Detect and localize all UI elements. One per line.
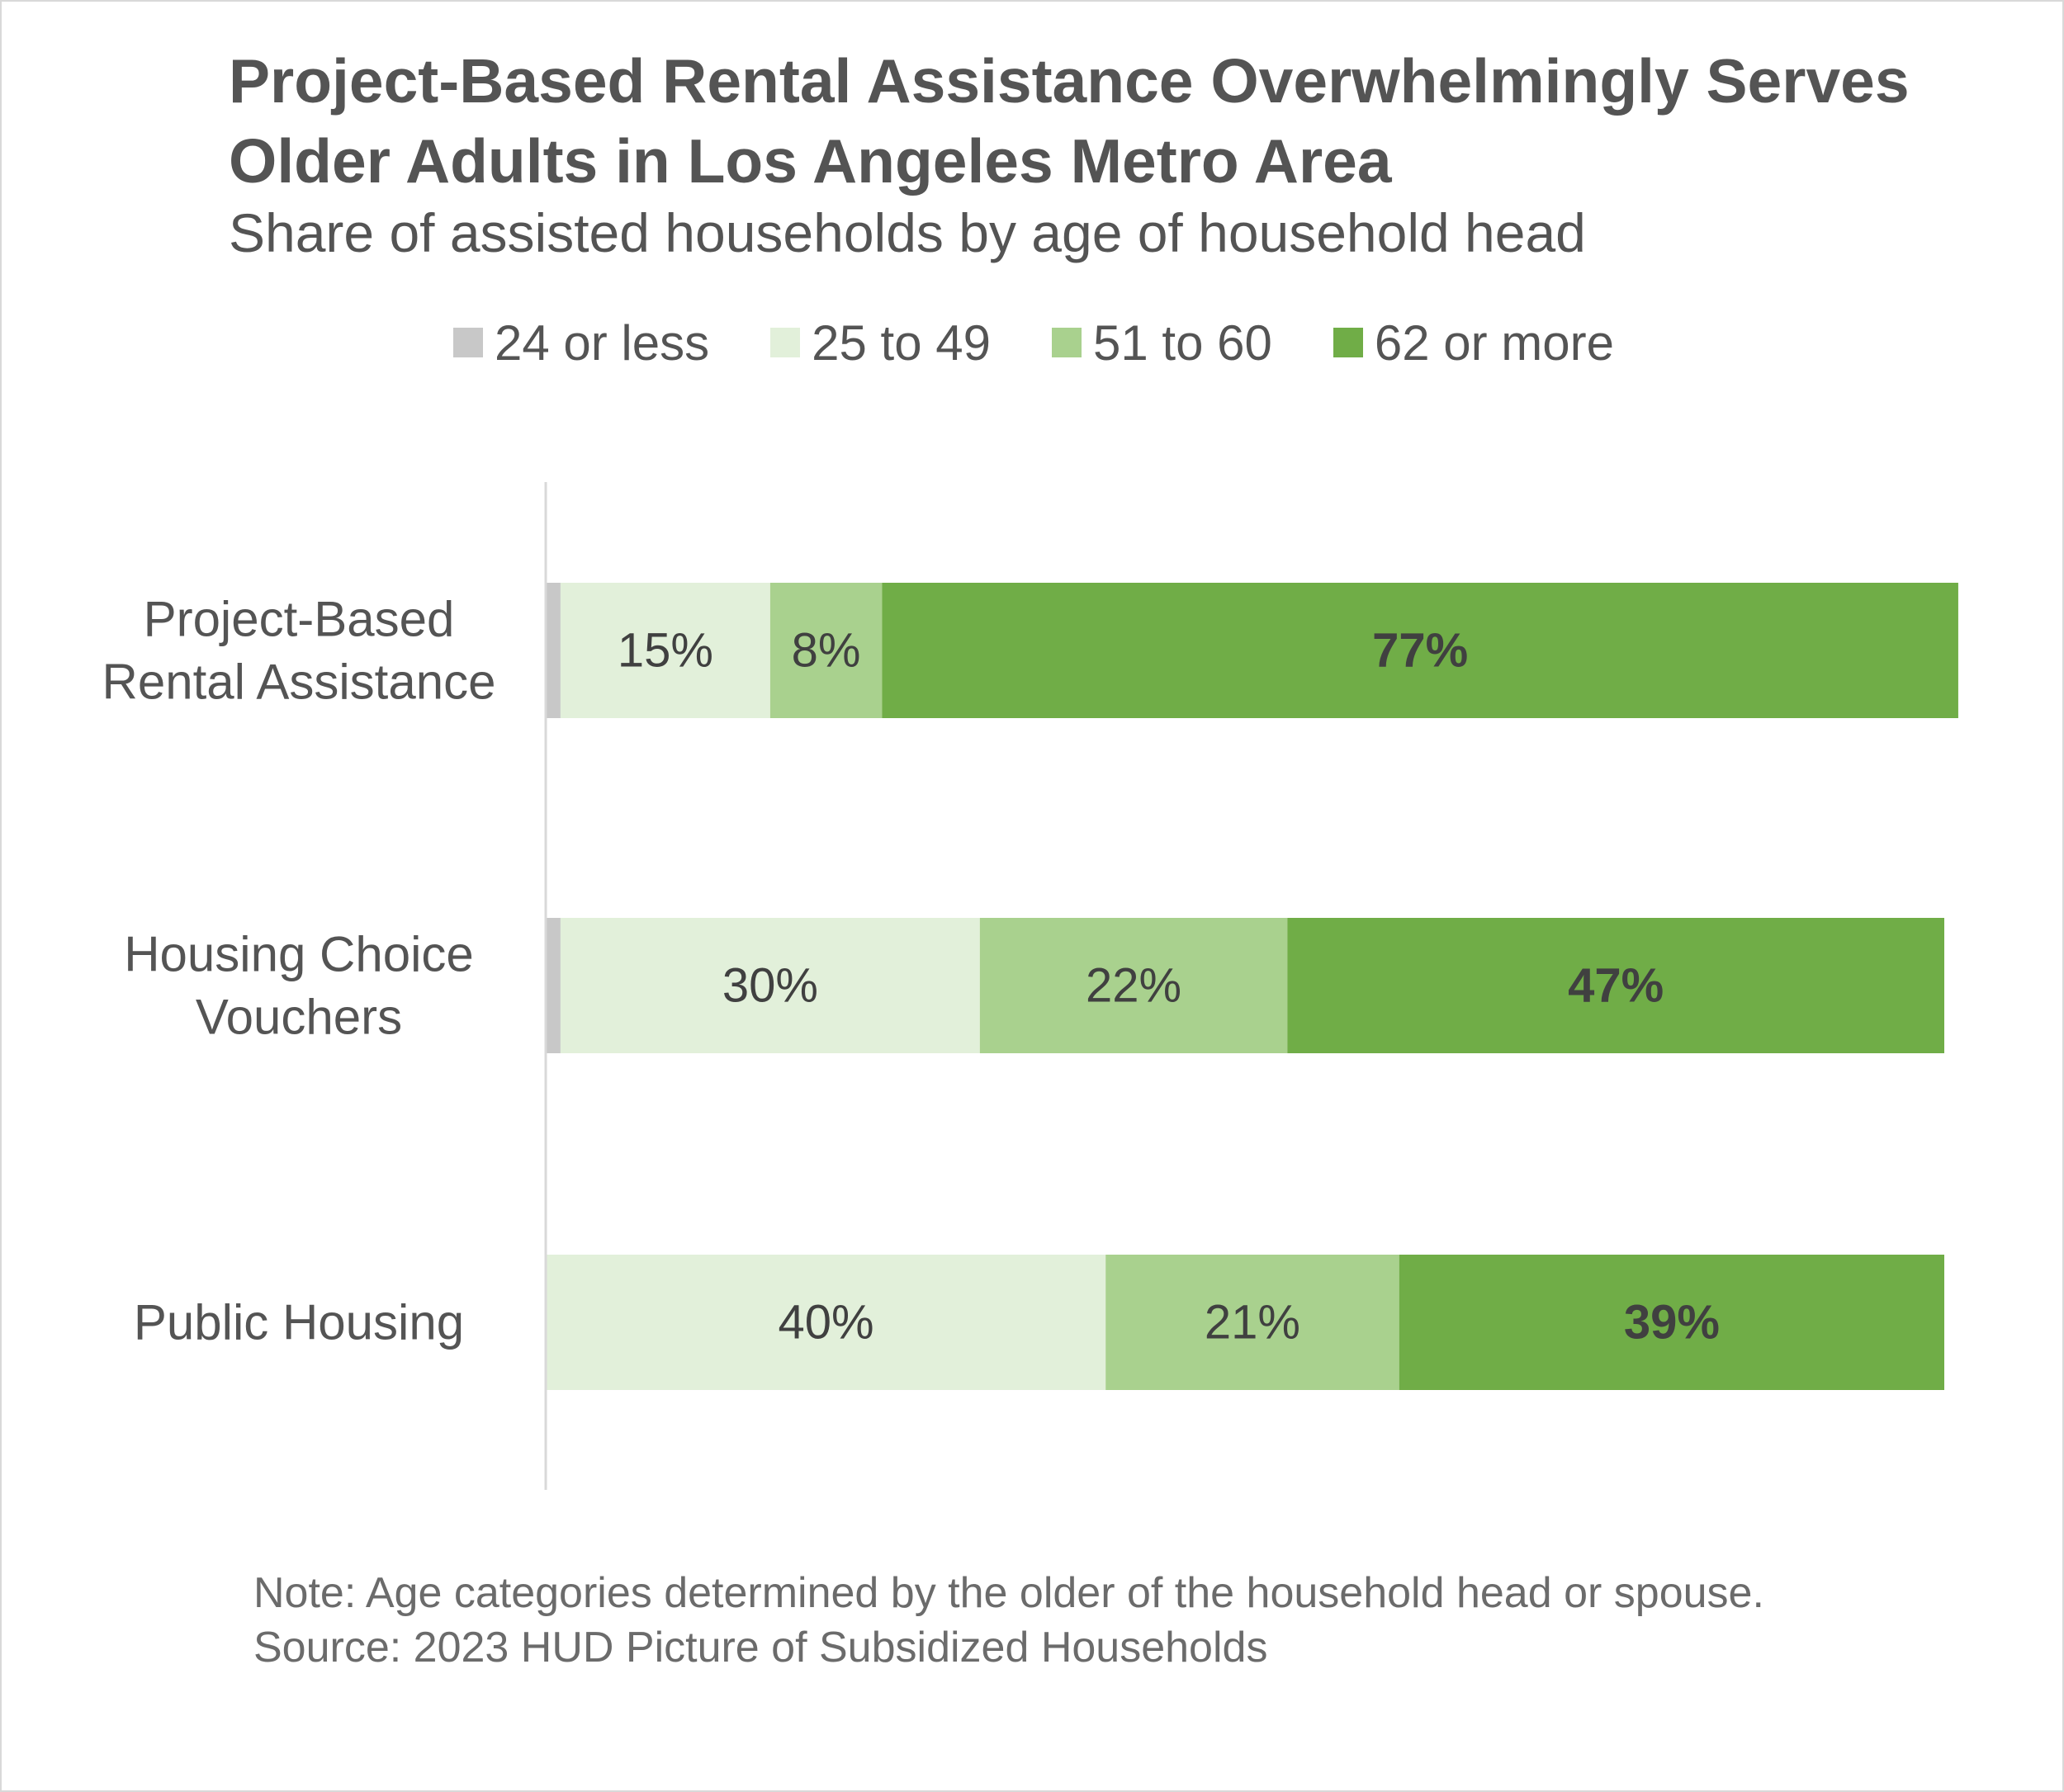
legend-label: 62 or more [1374, 314, 1614, 371]
legend-label: 25 to 49 [812, 314, 991, 371]
data-label: 15% [618, 624, 713, 678]
chart-title: Project-Based Rental Assistance Overwhel… [229, 46, 1910, 196]
legend-label: 51 to 60 [1093, 314, 1272, 371]
data-label: 8% [792, 624, 861, 678]
data-label: 47% [1568, 959, 1664, 1013]
chart-subtitle: Share of assisted households by age of h… [229, 202, 1586, 263]
stacked-bar-chart: 15% 8% 77% Project-Based Rental Assistance 30… [102, 482, 1958, 1490]
bar-segment-housing-choice-vouchers-62-or-more [1287, 918, 1944, 1053]
legend-swatch [770, 328, 801, 357]
category-label-line: Rental Assistance [102, 655, 496, 710]
chart-footnote: Note: Age categories determined by the o… [253, 1566, 1822, 1675]
legend-label: 24 or less [495, 314, 710, 371]
legend-swatch [1052, 328, 1082, 357]
bar-segment-housing-choice-vouchers-25-to-49 [560, 918, 980, 1053]
legend-item-25-to-49: 25 to 49 [770, 314, 991, 371]
data-label: 77% [1372, 624, 1468, 678]
legend-swatch [453, 328, 483, 357]
legend-swatch [1333, 328, 1363, 357]
data-label: 30% [722, 959, 818, 1013]
bar-segment-housing-choice-vouchers-24-or-less [547, 918, 561, 1053]
bar-segment-project-based-rental-assistance-24-or-less [547, 583, 561, 718]
category-label-project-based-rental-assistance: Project-Based Rental Assistance [102, 592, 496, 710]
category-label-line: Vouchers [196, 990, 402, 1045]
bar-segment-public-housing-51-to-60 [1105, 1255, 1399, 1390]
category-label-public-housing: Public Housing [134, 1295, 464, 1350]
legend-item-62-or-more: 62 or more [1333, 314, 1614, 371]
bar-segment-project-based-rental-assistance-62-or-more [882, 583, 1958, 718]
category-label-housing-choice-vouchers: Housing Choice Vouchers [124, 927, 474, 1045]
note-text: Note: Age categories determined by the o… [253, 1569, 1764, 1617]
bar-segment-project-based-rental-assistance-51-to-60 [769, 583, 883, 718]
category-label-line: Housing Choice [124, 927, 474, 982]
data-label: 21% [1205, 1296, 1300, 1350]
bar-segment-project-based-rental-assistance-25-to-49 [560, 583, 770, 718]
legend-item-51-to-60: 51 to 60 [1052, 314, 1272, 371]
data-label: 39% [1624, 1296, 1720, 1350]
data-label: 40% [779, 1296, 874, 1350]
category-label-line: Public Housing [134, 1295, 464, 1350]
bar-segment-public-housing-25-to-49 [547, 1255, 1106, 1390]
data-label: 22% [1086, 959, 1181, 1013]
legend-item-24-or-less: 24 or less [453, 314, 709, 371]
chart-legend: 24 or less 25 to 49 51 to 60 62 or more [2, 314, 2064, 371]
source-text: Source: 2023 HUD Picture of Subsidized H… [253, 1624, 1268, 1671]
category-label-line: Project-Based [144, 592, 455, 647]
bar-segment-housing-choice-vouchers-51-to-60 [979, 918, 1288, 1053]
bar-segment-public-housing-62-or-more [1399, 1255, 1944, 1390]
